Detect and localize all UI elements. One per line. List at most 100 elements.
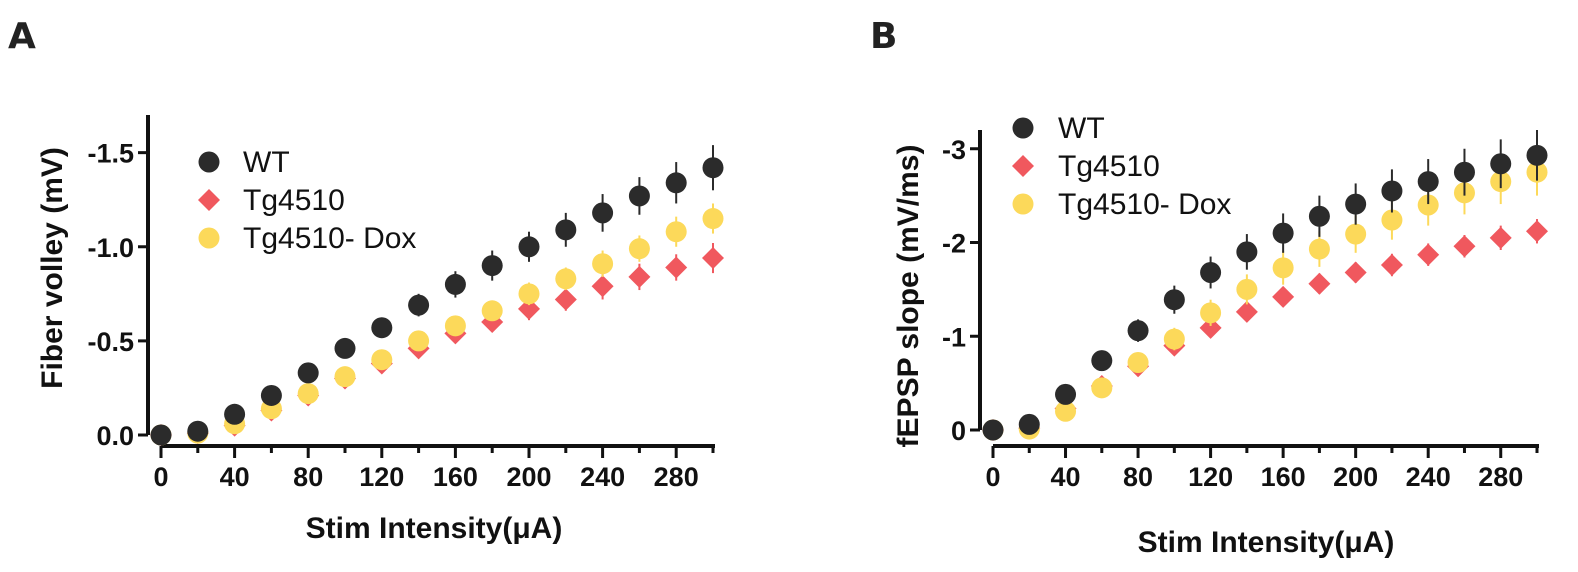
- panel-b-point-tg4510-dox: [1163, 328, 1185, 350]
- panel-a-point-tg4510-dox: [702, 208, 724, 230]
- panel-a: A 0.0 -0.5 -1.0 -1.5 0 40 80 120 160 200 240 280 WT…: [8, 16, 724, 545]
- panel-a-point-tg4510-dox: [408, 330, 430, 352]
- panel-b-point-tg4510: [1489, 226, 1512, 249]
- panel-b-axes: 0 -1 -2 -3 0 40 80 120 160 200 240 280: [942, 130, 1539, 492]
- panel-a-point-wt: [481, 255, 503, 277]
- panel-a-point-tg4510: [628, 265, 651, 288]
- panel-a-x-tick-label: 40: [220, 462, 250, 492]
- panel-a-point-tg4510: [518, 297, 540, 320]
- panel-b-point-tg4510: [1272, 285, 1295, 308]
- panel-a-point-tg4510: [554, 288, 577, 311]
- panel-b-y-axis-title: fEPSP slope (mV/ms): [892, 145, 925, 448]
- panel-b-point-tg4510: [1453, 235, 1476, 258]
- panel-b-point-wt: [1381, 180, 1403, 202]
- panel-a-point-tg4510-dox: [592, 253, 614, 275]
- panel-b-point-tg4510-dox: [1127, 352, 1149, 373]
- panel-a-point-tg4510-dox: [444, 315, 466, 337]
- panel-b-marks: [982, 130, 1548, 441]
- panel-b-legend-marker-tg4510: [1012, 155, 1034, 177]
- panel-b-point-wt: [1018, 413, 1040, 435]
- panel-a-point-wt: [444, 273, 466, 295]
- panel-a-axes: 0.0 -0.5 -1.0 -1.5 0 40 80 120 160 200 240 280: [87, 115, 715, 492]
- panel-a-x-tick-label: 160: [433, 462, 478, 492]
- panel-b-point-wt: [1200, 262, 1222, 283]
- panel-b-legend-marker-wt: [1012, 117, 1034, 139]
- panel-b-point-tg4510-dox: [1091, 377, 1113, 399]
- panel-b-point-tg4510: [1380, 254, 1403, 276]
- panel-a-point-wt: [518, 236, 540, 258]
- panel-a-point-wt: [555, 219, 577, 241]
- panel-b-point-wt: [1272, 222, 1294, 244]
- panel-a-point-wt: [628, 185, 650, 207]
- panel-b-y-tick-label: -1: [942, 322, 966, 352]
- panel-a-x-axis-title: Stim Intensity(μA): [306, 512, 563, 545]
- panel-a-letter: A: [8, 16, 36, 57]
- panel-a-point-tg4510: [591, 275, 614, 298]
- panel-b-point-tg4510: [1235, 300, 1258, 323]
- panel-b-x-tick-label: 200: [1333, 462, 1378, 492]
- panel-b-x-tick-label: 40: [1051, 462, 1081, 492]
- panel-b-point-tg4510-dox: [1055, 400, 1077, 422]
- panel-b-point-wt: [1490, 153, 1512, 175]
- panel-b-legend: WT Tg4510 Tg4510- Dox: [1012, 112, 1231, 221]
- panel-b-y-tick-label: -2: [942, 229, 966, 259]
- panel-a-legend-label-wt: WT: [243, 146, 290, 179]
- panel-b-point-tg4510-dox: [1236, 278, 1258, 300]
- panel-a-x-tick-label: 200: [506, 462, 551, 492]
- panel-b-point-wt: [1091, 350, 1113, 372]
- panel-b-y-tick-label: 0: [951, 416, 966, 446]
- panel-a-x-tick-label: 240: [580, 462, 625, 492]
- panel-b-point-tg4510: [1308, 272, 1331, 295]
- panel-a-y-tick-label: -1.5: [87, 139, 134, 169]
- panel-b-y-tick-label: -3: [942, 135, 966, 165]
- panel-b-legend-label-tg4510: Tg4510: [1058, 150, 1160, 183]
- panel-a-point-tg4510-dox: [334, 366, 356, 388]
- panel-b-legend-marker-tg4510-dox: [1012, 193, 1034, 215]
- panel-b-point-wt: [1055, 383, 1077, 405]
- panel-b-point-tg4510-dox: [1200, 302, 1222, 324]
- panel-a-point-wt: [371, 317, 393, 339]
- panel-a-point-wt: [150, 424, 172, 446]
- panel-b-legend-label-tg4510-dox: Tg4510- Dox: [1058, 188, 1231, 221]
- panel-b-point-tg4510: [1417, 243, 1440, 266]
- panel-b-point-wt: [982, 419, 1004, 441]
- panel-a-y-tick-label: -1.0: [87, 233, 134, 263]
- panel-b-x-tick-label: 80: [1123, 462, 1153, 492]
- panel-b-x-axis-title: Stim Intensity(μA): [1138, 526, 1395, 559]
- panel-a-legend-label-tg4510: Tg4510: [243, 184, 345, 217]
- panel-a-point-tg4510-dox: [665, 221, 687, 243]
- panel-a-x-tick-label: 0: [153, 462, 168, 492]
- panel-b-point-wt: [1308, 205, 1330, 227]
- panel-b-x-tick-label: 280: [1478, 462, 1523, 492]
- panel-b-point-tg4510-dox: [1417, 194, 1439, 216]
- panel-a-point-tg4510-dox: [371, 349, 393, 371]
- panel-b-x-tick-label: 0: [985, 462, 1000, 492]
- panel-a-y-axis-title: Fiber volley (mV): [36, 147, 69, 389]
- panel-b-x-tick-label: 240: [1406, 462, 1451, 492]
- panel-a-marks: [150, 145, 724, 446]
- panel-a-point-wt: [665, 172, 687, 194]
- panel-b-point-wt: [1127, 320, 1149, 342]
- panel-b-letter: B: [870, 16, 897, 57]
- panel-b-point-wt: [1163, 289, 1185, 311]
- panel-a-y-tick-label: 0.0: [96, 421, 134, 451]
- panel-b-point-wt: [1526, 144, 1548, 166]
- panel-b-legend-label-wt: WT: [1058, 112, 1105, 145]
- panel-a-point-wt: [260, 384, 282, 406]
- panel-a-point-wt: [334, 337, 356, 359]
- panel-a-legend-marker-tg4510: [198, 189, 220, 211]
- panel-a-point-tg4510-dox: [518, 283, 540, 305]
- panel-b-point-wt: [1236, 241, 1258, 263]
- panel-b-x-tick-label: 120: [1188, 462, 1233, 492]
- panel-a-x-tick-label: 80: [293, 462, 323, 492]
- panel-a-point-wt: [297, 362, 319, 384]
- panel-a-point-tg4510-dox: [481, 300, 503, 322]
- panel-b-point-wt: [1345, 193, 1367, 215]
- panel-a-legend: WT Tg4510 Tg4510- Dox: [198, 146, 416, 255]
- panel-a-point-wt: [702, 157, 724, 179]
- panel-a-legend-marker-wt: [198, 151, 220, 173]
- panel-a-point-tg4510-dox: [628, 238, 650, 260]
- panel-a-point-wt: [187, 420, 209, 442]
- panel-b-point-tg4510-dox: [1381, 209, 1403, 231]
- panel-b-point-tg4510-dox: [1272, 257, 1294, 279]
